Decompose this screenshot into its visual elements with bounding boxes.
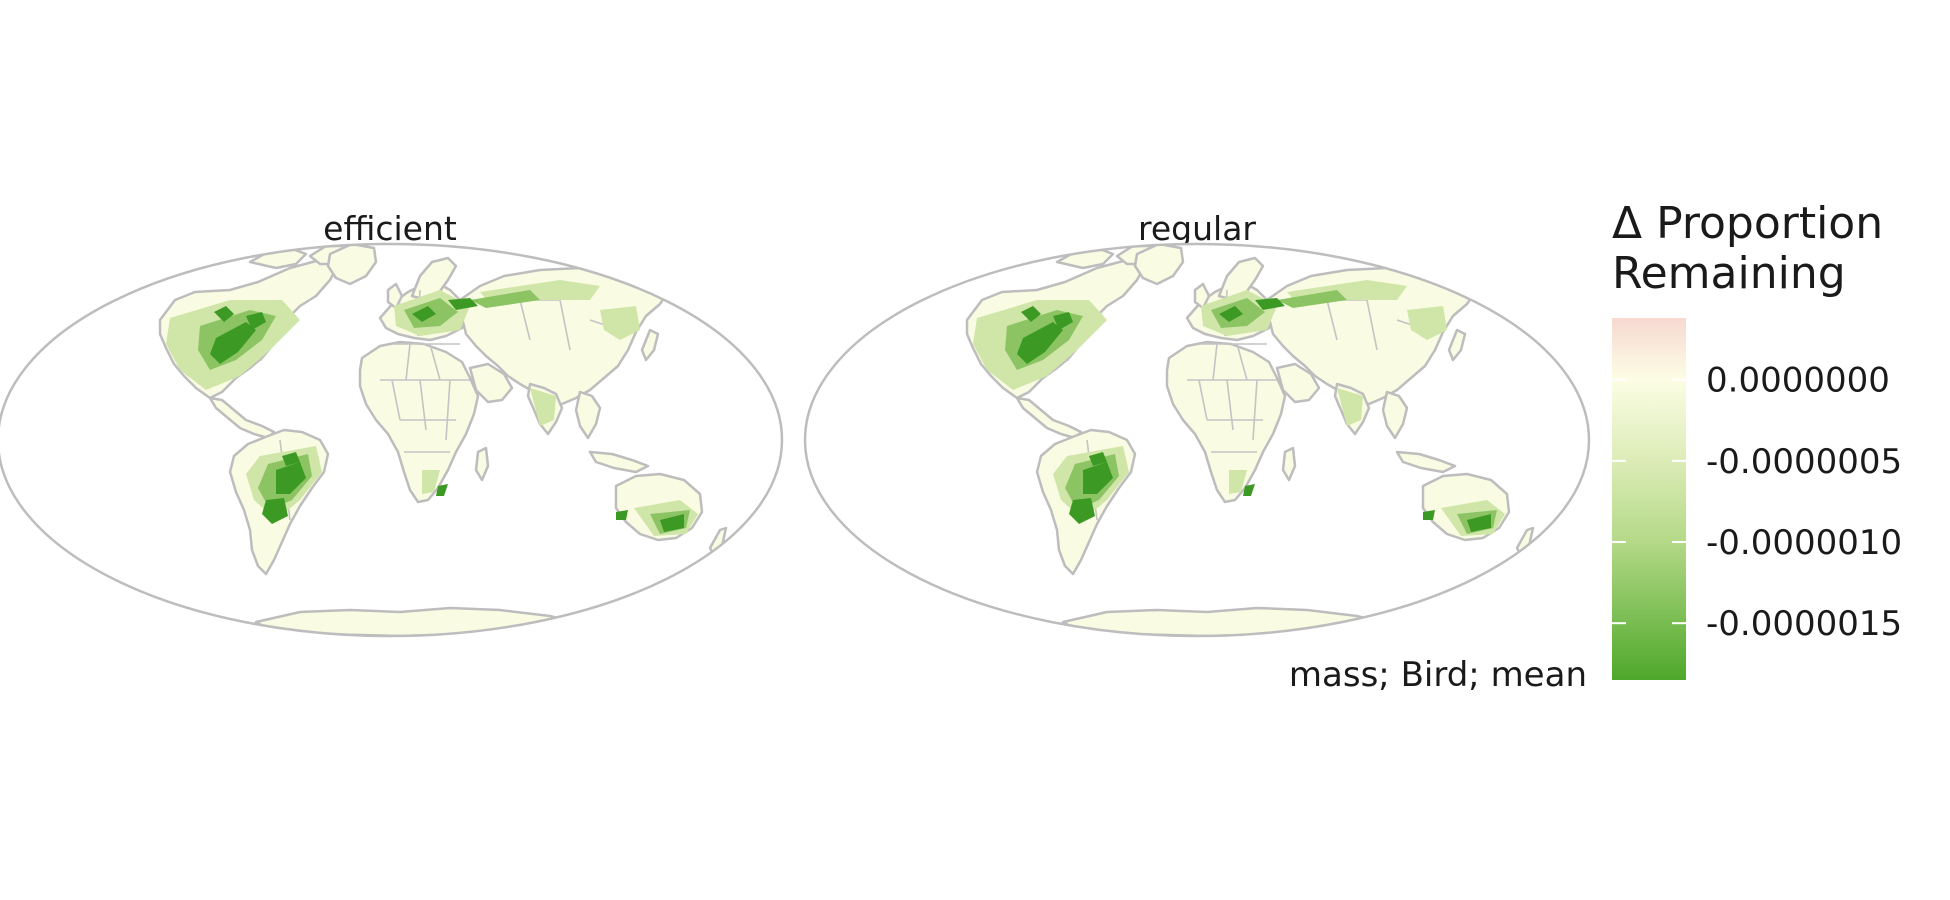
legend-tick-label: -0.0000005: [1706, 442, 1902, 482]
legend-tick-label: -0.0000010: [1706, 523, 1902, 563]
legend-colorbar: [1612, 318, 1686, 680]
panel-title-efficient: efficient: [323, 209, 457, 248]
legend-title-line2: Remaining: [1612, 248, 1846, 299]
plot-caption: mass; Bird; mean: [1289, 655, 1587, 695]
legend-title-line1: Δ Proportion: [1612, 198, 1883, 249]
legend: Δ Proportion Remaining 0.0000000 -0.00000…: [1612, 198, 1902, 680]
panel-title-regular: regular: [1138, 209, 1256, 248]
legend-tick-label: 0.0000000: [1706, 361, 1890, 401]
world-map-regular: [805, 244, 1589, 636]
map-outline-efficient: [0, 242, 784, 638]
legend-ticks: 0.0000000 -0.0000005 -0.0000010 -0.0000015: [1612, 361, 1902, 644]
map-panel-efficient: efficient: [0, 209, 784, 638]
legend-tick-label: -0.0000015: [1706, 604, 1902, 644]
map-panel-regular: regular: [803, 209, 1591, 638]
map-outline-regular: [803, 242, 1591, 638]
world-map-efficient: [0, 244, 782, 636]
